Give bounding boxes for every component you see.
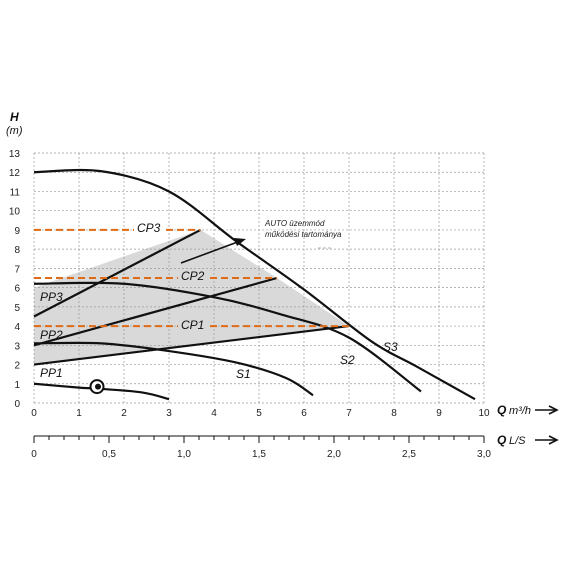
y-tick-label: 1 bbox=[14, 380, 20, 391]
y-tick-label: 6 bbox=[14, 284, 20, 295]
x-axis-title-primary: Q bbox=[497, 403, 507, 417]
curve-label-s3: S3 bbox=[383, 340, 398, 354]
x-tick-label: 8 bbox=[391, 408, 397, 419]
y-tick-label: 11 bbox=[10, 187, 21, 198]
x-axis-unit-secondary: L/S bbox=[509, 435, 526, 447]
y-tick-label: 10 bbox=[9, 207, 21, 218]
curve-label-cp3: CP3 bbox=[137, 221, 161, 235]
x-axis-arrow-primary bbox=[535, 405, 559, 415]
speed-curve-s1 bbox=[33, 341, 314, 397]
pp-line-pp3 bbox=[33, 228, 202, 318]
auto-annotation-line1: AUTO üzemmód bbox=[264, 219, 325, 228]
curve-label-s1: S1 bbox=[236, 367, 251, 381]
cp-label-bg bbox=[178, 318, 208, 332]
secondary-x-tick-label: 2,0 bbox=[327, 449, 341, 460]
auto-annotation-line2: működési tartománya bbox=[265, 230, 342, 239]
pp-line-pp1 bbox=[33, 324, 350, 366]
y-axis-title: H bbox=[10, 110, 19, 124]
x-axis-unit-primary: m³/h bbox=[509, 405, 531, 417]
curve-label-pp1: PP1 bbox=[40, 366, 63, 380]
y-tick-label: 3 bbox=[14, 341, 20, 352]
y-tick-label: 9 bbox=[14, 226, 20, 237]
x-tick-label: 7 bbox=[346, 408, 352, 419]
secondary-x-tick-label: 0 bbox=[31, 449, 37, 460]
x-tick-label: 0 bbox=[31, 408, 37, 419]
curve-label-cp2: CP2 bbox=[181, 269, 205, 283]
auto-annotation-arrow bbox=[180, 238, 246, 264]
x-tick-label: 5 bbox=[256, 408, 262, 419]
curve-label-cp1: CP1 bbox=[181, 318, 204, 332]
auto-region bbox=[34, 229, 349, 365]
x-tick-label: 10 bbox=[478, 408, 490, 419]
x-tick-label: 1 bbox=[76, 408, 82, 419]
cp-label-bg bbox=[178, 269, 208, 283]
secondary-x-tick-label: 1,5 bbox=[252, 449, 266, 460]
x-tick-label: 6 bbox=[301, 408, 307, 419]
x-tick-label: 2 bbox=[121, 408, 127, 419]
y-tick-label: 13 bbox=[9, 149, 21, 160]
curve-label-pp2: PP2 bbox=[40, 328, 63, 342]
secondary-x-tick-label: 2,5 bbox=[402, 449, 416, 460]
y-tick-label: 8 bbox=[14, 245, 20, 256]
pp-line-pp2 bbox=[33, 276, 278, 347]
x-axis-arrow-secondary bbox=[535, 435, 559, 445]
secondary-x-tick-label: 3,0 bbox=[477, 449, 491, 460]
x-tick-label: 9 bbox=[436, 408, 442, 419]
night-mode-marker-dot bbox=[95, 383, 101, 390]
speed-curve-s2 bbox=[33, 281, 422, 393]
x-tick-label: 4 bbox=[211, 408, 217, 419]
curve-label-pp3: PP3 bbox=[40, 290, 63, 304]
y-tick-label: 0 bbox=[14, 399, 20, 410]
curve-label-s2: S2 bbox=[340, 353, 355, 367]
y-axis-unit: (m) bbox=[6, 125, 23, 137]
secondary-x-tick-label: 1,0 bbox=[177, 449, 191, 460]
y-tick-label: 2 bbox=[14, 361, 20, 372]
y-tick-label: 5 bbox=[14, 303, 20, 314]
x-tick-label: 3 bbox=[166, 408, 172, 419]
y-tick-label: 12 bbox=[9, 168, 21, 179]
secondary-x-tick-label: 0,5 bbox=[102, 449, 116, 460]
y-tick-label: 4 bbox=[14, 322, 20, 333]
cp-label-bg bbox=[134, 221, 164, 235]
x-axis-title-secondary: Q bbox=[497, 433, 507, 447]
speed-curve-s3 bbox=[33, 168, 476, 401]
y-tick-label: 7 bbox=[14, 264, 20, 275]
